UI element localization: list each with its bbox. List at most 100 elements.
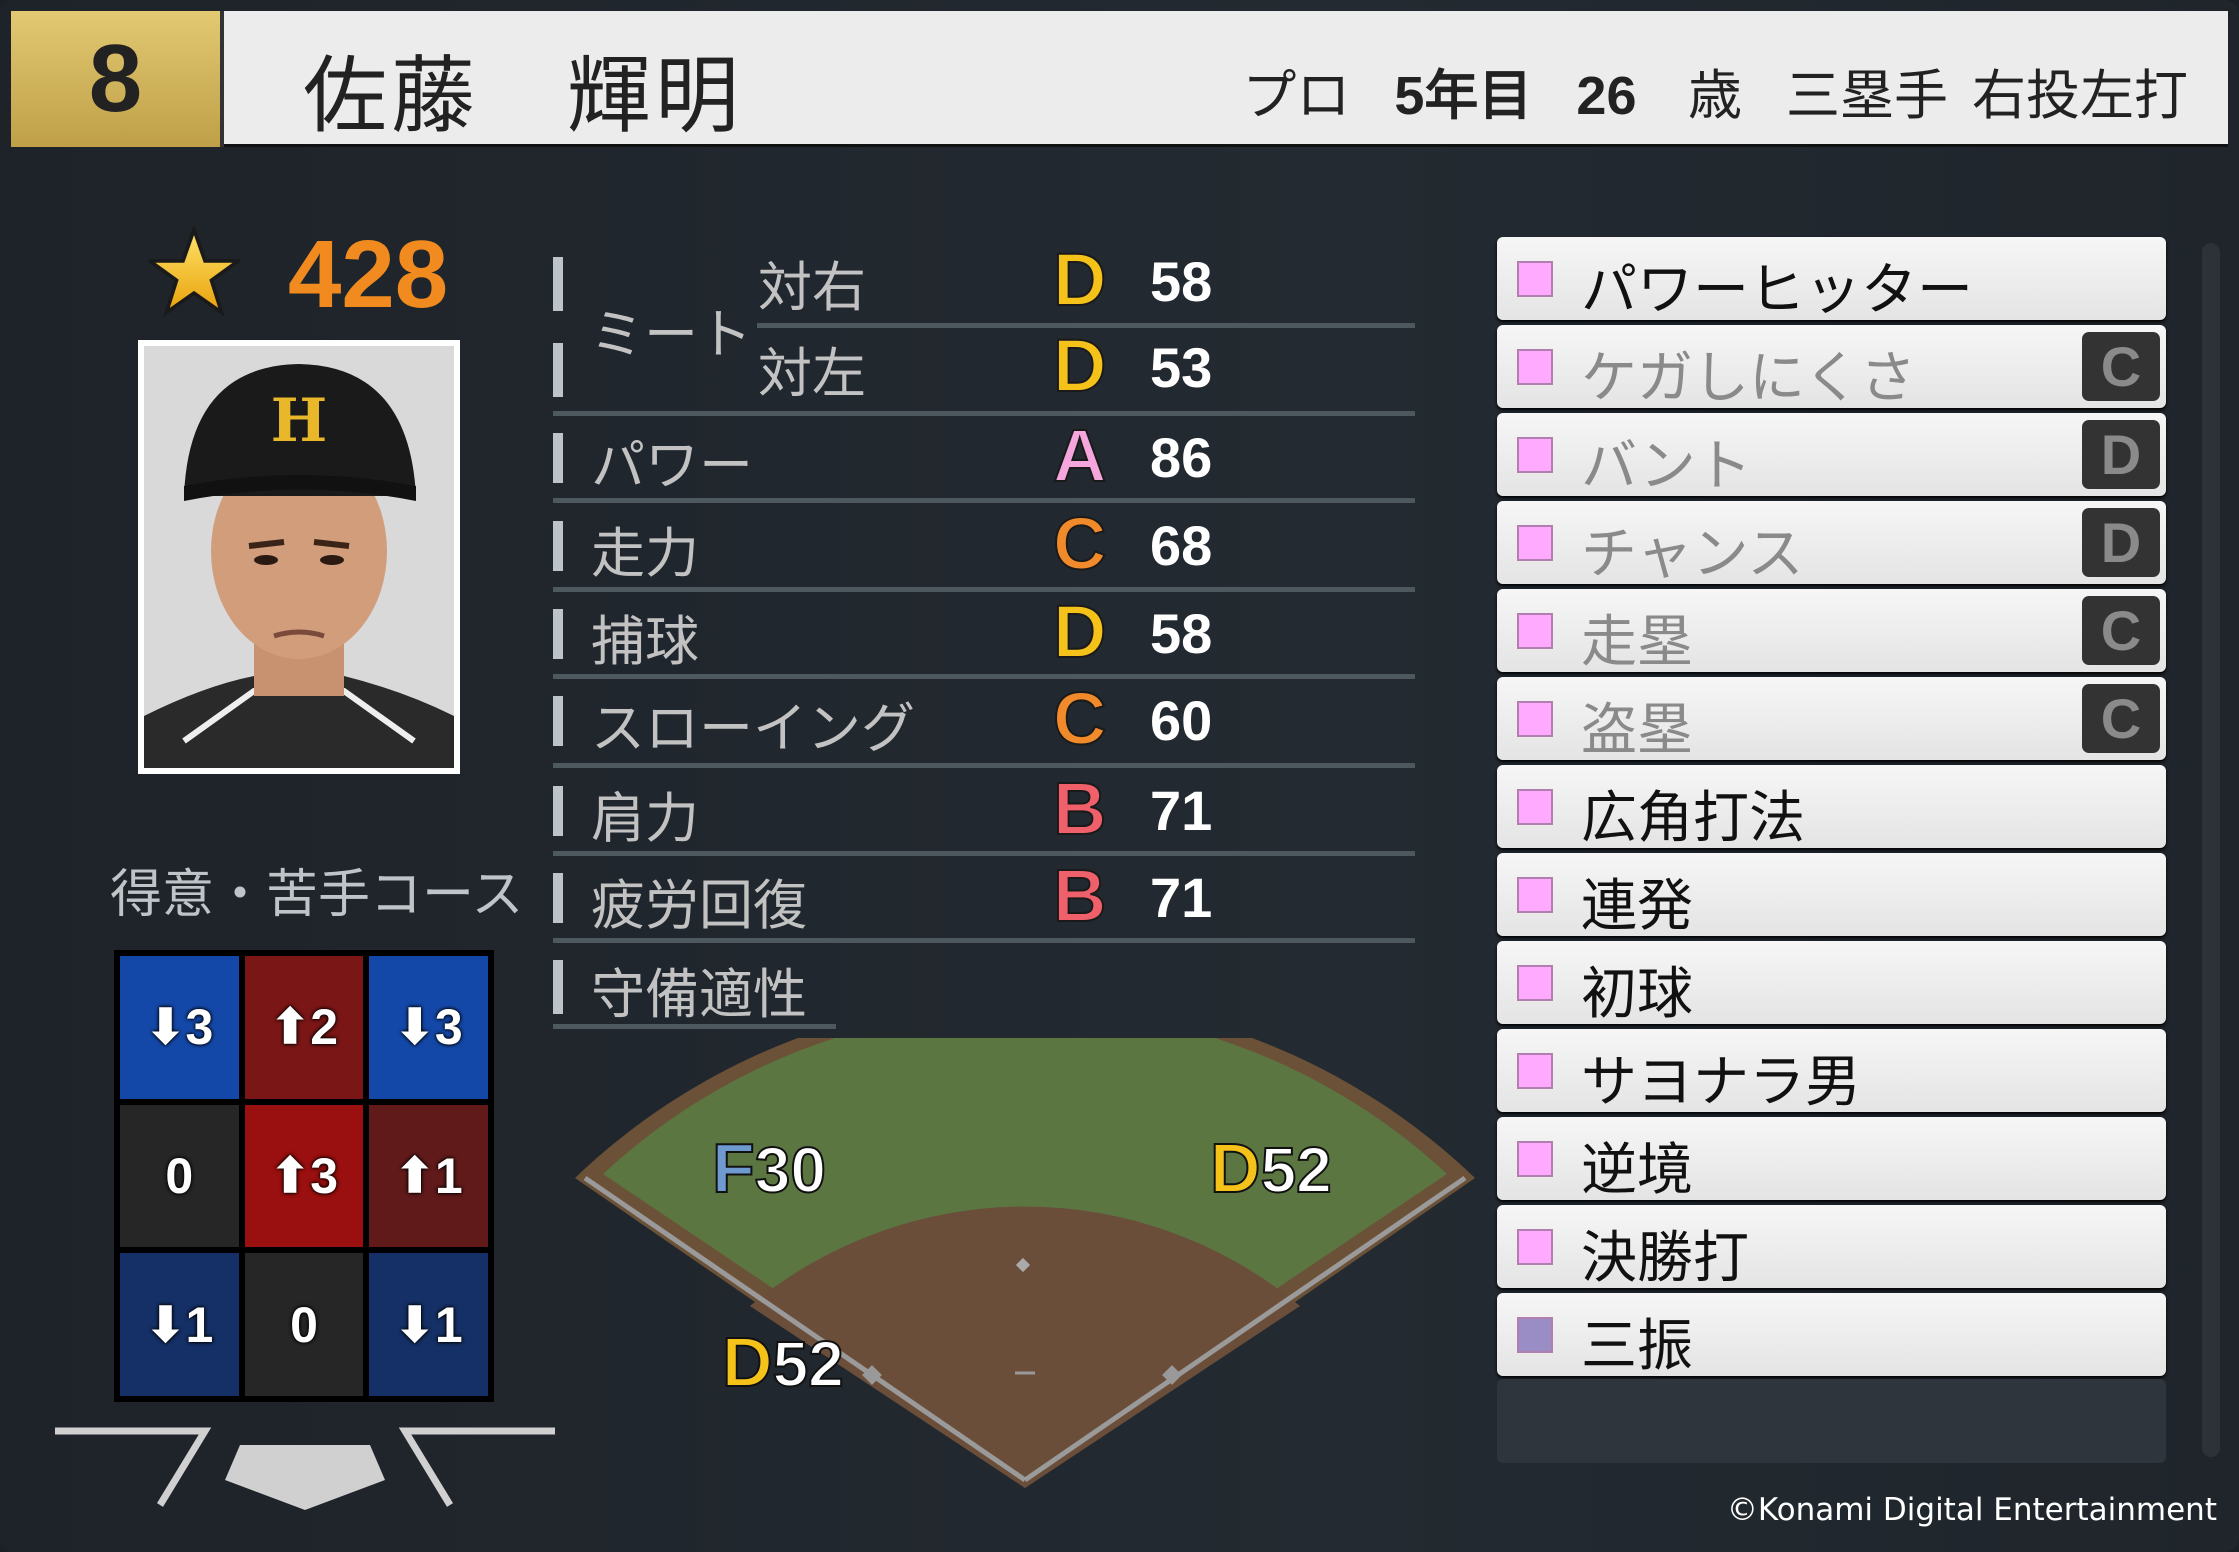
stat-grade: D [1052, 589, 1107, 674]
empty-ability-slot [1497, 1379, 2166, 1463]
ability-color-swatch [1517, 613, 1553, 649]
field-grade: D [721, 1322, 774, 1402]
years-pro: 5年目 [1394, 66, 1533, 126]
ability-name: 初球 [1581, 962, 1693, 1027]
stat-label: 対左 [758, 342, 866, 405]
stat-value: 86 [1150, 426, 1213, 489]
copyright: ©Konami Digital Entertainment [1726, 1492, 2217, 1528]
arrow-up-icon: ⬆ [269, 1001, 311, 1055]
stat-row: 対左 D 53 [553, 323, 1415, 411]
age-unit: 歳 [1688, 64, 1742, 127]
field-rating-outfield-right: D52 [1209, 1128, 1333, 1208]
ability-color-swatch [1517, 349, 1553, 385]
stat-row: 走力 C 68 [553, 501, 1415, 589]
uniform-number: 8 [11, 11, 224, 147]
stat-label: スローイング [591, 697, 915, 760]
stat-row: スローイング C 60 [553, 676, 1415, 764]
meet-label: ミート [590, 303, 752, 366]
course-cell: ⬆ 3 [244, 1104, 364, 1248]
course-cell: ⬆ 2 [244, 956, 364, 1099]
stat-value: 58 [1150, 250, 1213, 313]
course-cell: ⬇ 1 [369, 1253, 488, 1396]
stat-bar-marker [553, 433, 563, 483]
arrow-down-icon: ⬇ [145, 1001, 186, 1055]
stat-divider [553, 851, 1415, 856]
ability-color-swatch [1517, 701, 1553, 737]
stat-value: 58 [1150, 602, 1213, 665]
ability-color-swatch [1517, 877, 1553, 913]
course-cell-value: 3 [434, 999, 463, 1056]
course-cell-value: 3 [310, 1147, 338, 1204]
ability-name: バント [1581, 434, 1752, 499]
ability-item: 広角打法 [1497, 765, 2166, 851]
stat-label: 走力 [591, 522, 699, 585]
stat-bar-marker [553, 521, 563, 571]
stat-divider [757, 323, 1415, 328]
stat-label: 対右 [758, 256, 866, 319]
course-cell: 0 [120, 1104, 239, 1248]
stat-bar-marker [553, 609, 563, 659]
ability-item: 初球 [1497, 941, 2166, 1027]
stat-label: 捕球 [591, 610, 699, 673]
arrow-down-icon: ⬇ [145, 1298, 186, 1352]
field-rating-outfield-left: F30 [711, 1128, 827, 1208]
ability-name: 三振 [1581, 1314, 1693, 1379]
course-cell: ⬆ 1 [369, 1104, 488, 1248]
ability-rank-badge: C [2082, 684, 2160, 753]
stat-divider [553, 938, 1415, 943]
stat-row: 捕球 D 58 [553, 589, 1415, 677]
position: 三塁手 [1786, 64, 1948, 127]
course-cell: ⬇ 1 [120, 1253, 239, 1396]
arrow-up-icon: ⬆ [269, 1149, 311, 1203]
stat-value: 68 [1150, 514, 1213, 577]
ability-item: 逆境 [1497, 1117, 2166, 1203]
stat-bar-marker [553, 696, 563, 746]
ability-name: ケガしにくさ [1581, 346, 1916, 411]
stat-value: 71 [1150, 779, 1213, 842]
ability-item: 盗塁 C [1497, 677, 2166, 763]
player-photo: H [138, 340, 460, 774]
handedness: 右投左打 [1972, 64, 2188, 127]
ability-color-swatch [1517, 965, 1553, 1001]
field-value: 30 [754, 1133, 827, 1207]
field-value: 52 [772, 1327, 845, 1401]
ability-item: 走塁 C [1497, 589, 2166, 675]
course-label: 得意・苦手コース [110, 865, 524, 925]
stat-bar-marker [553, 343, 563, 397]
stat-grade: D [1052, 237, 1107, 322]
ability-rank-badge: D [2082, 508, 2160, 577]
stat-divider [553, 498, 1415, 503]
ability-color-swatch [1517, 437, 1553, 473]
stat-value: 53 [1150, 336, 1213, 399]
field-value: 52 [1260, 1133, 1333, 1207]
ability-color-swatch [1517, 1141, 1553, 1177]
ability-item: パワーヒッター [1497, 237, 2166, 323]
stat-grade: D [1052, 323, 1107, 408]
stat-grade: C [1052, 676, 1107, 761]
course-cell: ⬇ 3 [120, 956, 239, 1099]
ability-name: 盗塁 [1581, 698, 1693, 763]
ability-item: ケガしにくさ C [1497, 325, 2166, 411]
hot-cold-zone-grid: ⬇ 3 ⬆ 2 ⬇ 3 0 ⬆ 3 ⬆ 1 ⬇ 1 0 ⬇ 1 [114, 950, 494, 1402]
stat-grade: B [1052, 766, 1107, 851]
field-grade: F [711, 1128, 756, 1208]
ability-name: 決勝打 [1581, 1226, 1749, 1291]
home-plate-icon [55, 1427, 555, 1510]
ability-rank-badge: C [2082, 596, 2160, 665]
stat-divider [553, 411, 1415, 416]
defense-field [575, 1038, 1475, 1488]
stat-row: 疲労回復 B 71 [553, 853, 1415, 941]
stat-bar-marker [553, 257, 563, 311]
stat-row: 肩力 B 71 [553, 766, 1415, 854]
ability-color-swatch [1517, 525, 1553, 561]
player-info: プロ 5年目 26 歳 三塁手 右投左打 [1242, 51, 2188, 130]
ability-item: サヨナラ男 [1497, 1029, 2166, 1115]
arrow-down-icon: ⬇ [394, 1001, 435, 1055]
age-group: 26 歳 [1576, 51, 1742, 130]
ability-item: バント D [1497, 413, 2166, 499]
scrollbar[interactable] [2202, 243, 2220, 1457]
ability-name: 連発 [1581, 874, 1693, 939]
ability-color-swatch [1517, 789, 1553, 825]
stat-value: 71 [1150, 866, 1213, 929]
